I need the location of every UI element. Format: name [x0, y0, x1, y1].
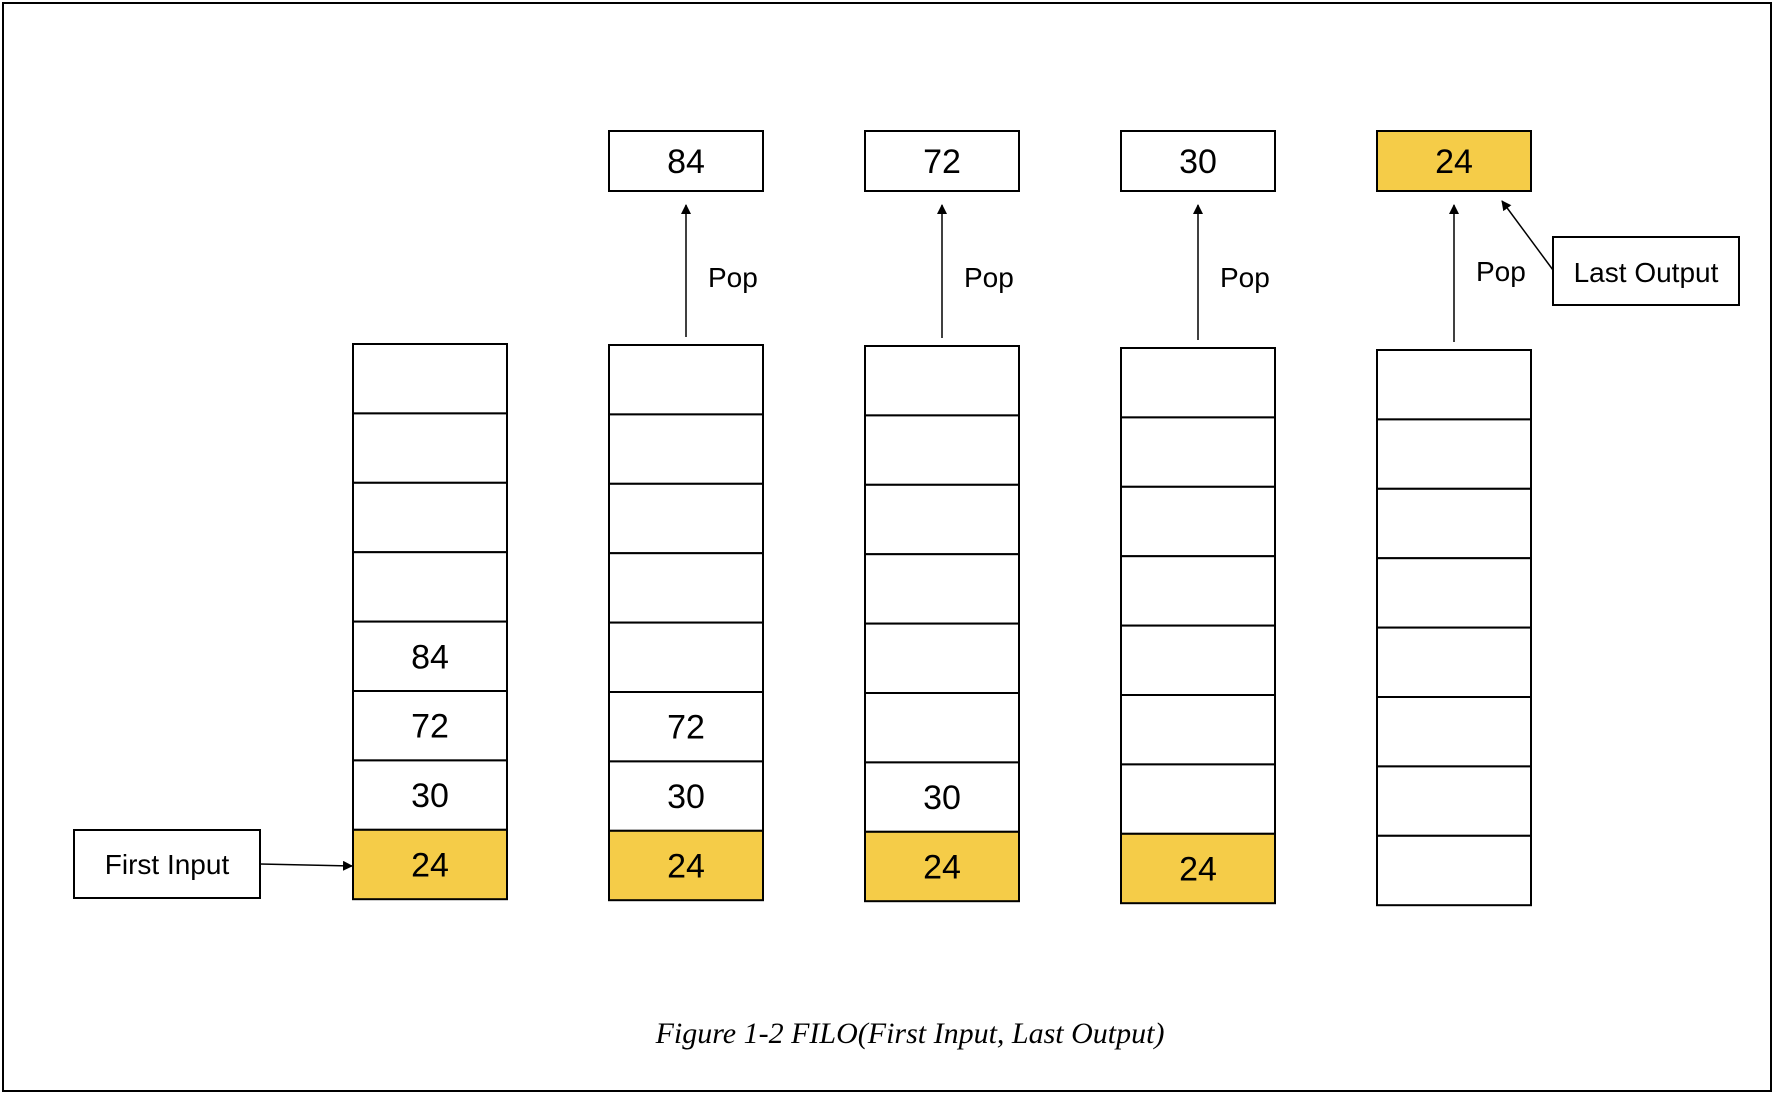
stack-cell — [1376, 696, 1532, 768]
stack-cell — [352, 481, 508, 554]
first-input-box: First Input — [73, 829, 261, 899]
stack-cell — [864, 414, 1020, 486]
last-output-arrow — [1501, 200, 1554, 271]
cell-value: 24 — [667, 848, 705, 886]
last-output-label: Last Output — [1574, 257, 1719, 288]
stack-cell — [864, 622, 1020, 694]
stack-cell — [608, 344, 764, 416]
stack-3: 30 24 — [864, 345, 1020, 903]
stack-cell: 84 — [352, 620, 508, 692]
pop-label: Pop — [708, 262, 758, 293]
cell-value: 84 — [411, 638, 449, 676]
stack-cell — [1376, 626, 1532, 698]
popped-value: 72 — [923, 143, 961, 181]
stack-cell — [608, 621, 764, 693]
stack-cell: 24 — [1120, 832, 1276, 905]
stack-cell — [608, 413, 764, 485]
popped-value: 30 — [1179, 143, 1217, 181]
stack-cell — [1376, 765, 1532, 837]
popped-box-2: 84 — [608, 130, 764, 192]
stack-cell — [1376, 349, 1532, 421]
cell-value: 30 — [411, 777, 449, 815]
stack-cell — [1120, 624, 1276, 696]
last-output-box: Last Output — [1552, 236, 1740, 306]
pop-label: Pop — [964, 262, 1014, 293]
stack-cell — [1120, 555, 1276, 627]
popped-box-5: 24 — [1376, 130, 1532, 192]
pop-label: Pop — [1476, 256, 1526, 287]
stack-cell — [864, 692, 1020, 764]
stack-cell — [1120, 347, 1276, 419]
stack-cell: 72 — [608, 691, 764, 763]
stack-1: 84 72 30 24 — [352, 343, 508, 901]
stack-cell — [864, 553, 1020, 625]
stack-5 — [1376, 349, 1532, 907]
popped-value: 24 — [1435, 143, 1473, 181]
stack-cell — [352, 412, 508, 484]
cell-value: 24 — [1179, 851, 1217, 889]
stack-cell — [1376, 557, 1532, 629]
stack-cell — [352, 551, 508, 623]
figure-caption: Figure 1-2 FILO(First Input, Last Output… — [655, 1017, 1165, 1050]
pop-label: Pop — [1220, 262, 1270, 293]
cell-value: 72 — [411, 708, 449, 746]
cell-value: 30 — [923, 779, 961, 817]
popped-value: 84 — [667, 143, 705, 181]
stack-cell — [864, 483, 1020, 556]
cell-value: 72 — [667, 709, 705, 747]
stack-cell: 72 — [352, 690, 508, 762]
stack-cell: 30 — [608, 760, 764, 832]
stack-cell — [1376, 418, 1532, 490]
stack-cell — [1120, 694, 1276, 766]
stack-cell — [1376, 487, 1532, 560]
stack-cell — [352, 343, 508, 415]
stack-cell: 24 — [608, 829, 764, 902]
first-input-arrow — [259, 860, 353, 871]
stack-cell: 30 — [352, 759, 508, 831]
stack-cell: 24 — [864, 830, 1020, 903]
stack-cell — [608, 482, 764, 555]
stack-cell — [1120, 763, 1276, 835]
stack-cell — [1120, 485, 1276, 558]
cell-value: 24 — [923, 849, 961, 887]
stack-cell — [1120, 416, 1276, 488]
stack-2: 72 30 24 — [608, 344, 764, 902]
stack-cell: 24 — [352, 828, 508, 901]
stack-cell: 30 — [864, 761, 1020, 833]
cell-value: 30 — [667, 778, 705, 816]
popped-box-4: 30 — [1120, 130, 1276, 192]
first-input-label: First Input — [105, 849, 230, 880]
cell-value: 24 — [411, 847, 449, 885]
stack-cell — [608, 552, 764, 624]
stack-cell — [864, 345, 1020, 417]
popped-box-3: 72 — [864, 130, 1020, 192]
stack-4: 24 — [1120, 347, 1276, 905]
stack-cell — [1376, 834, 1532, 907]
